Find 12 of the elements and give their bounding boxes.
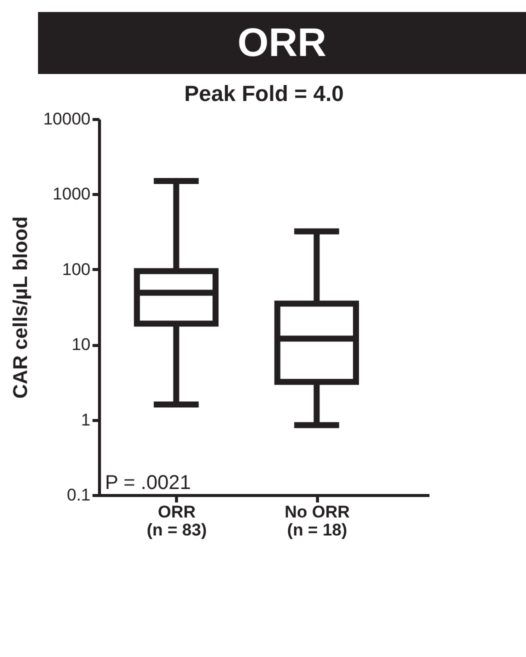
y-axis-title: CAR cells/µL blood bbox=[10, 216, 32, 399]
y-tick-label: 1 bbox=[81, 410, 90, 430]
y-tick-label: 10000 bbox=[43, 110, 90, 128]
annotation: P = .0021 bbox=[105, 472, 191, 494]
chart-subtitle: Peak Fold = 4.0 bbox=[184, 81, 344, 106]
y-tick-label: 1000 bbox=[52, 184, 90, 204]
chart-title: ORR bbox=[38, 12, 526, 74]
y-tick-label: 0.1 bbox=[66, 486, 90, 504]
y-tick-label: 10 bbox=[72, 335, 90, 354]
x-tick-label: ORR (n = 83) bbox=[146, 502, 207, 540]
y-tick-label: 100 bbox=[62, 260, 90, 279]
x-tick-label: No ORR (n = 18) bbox=[284, 502, 350, 540]
